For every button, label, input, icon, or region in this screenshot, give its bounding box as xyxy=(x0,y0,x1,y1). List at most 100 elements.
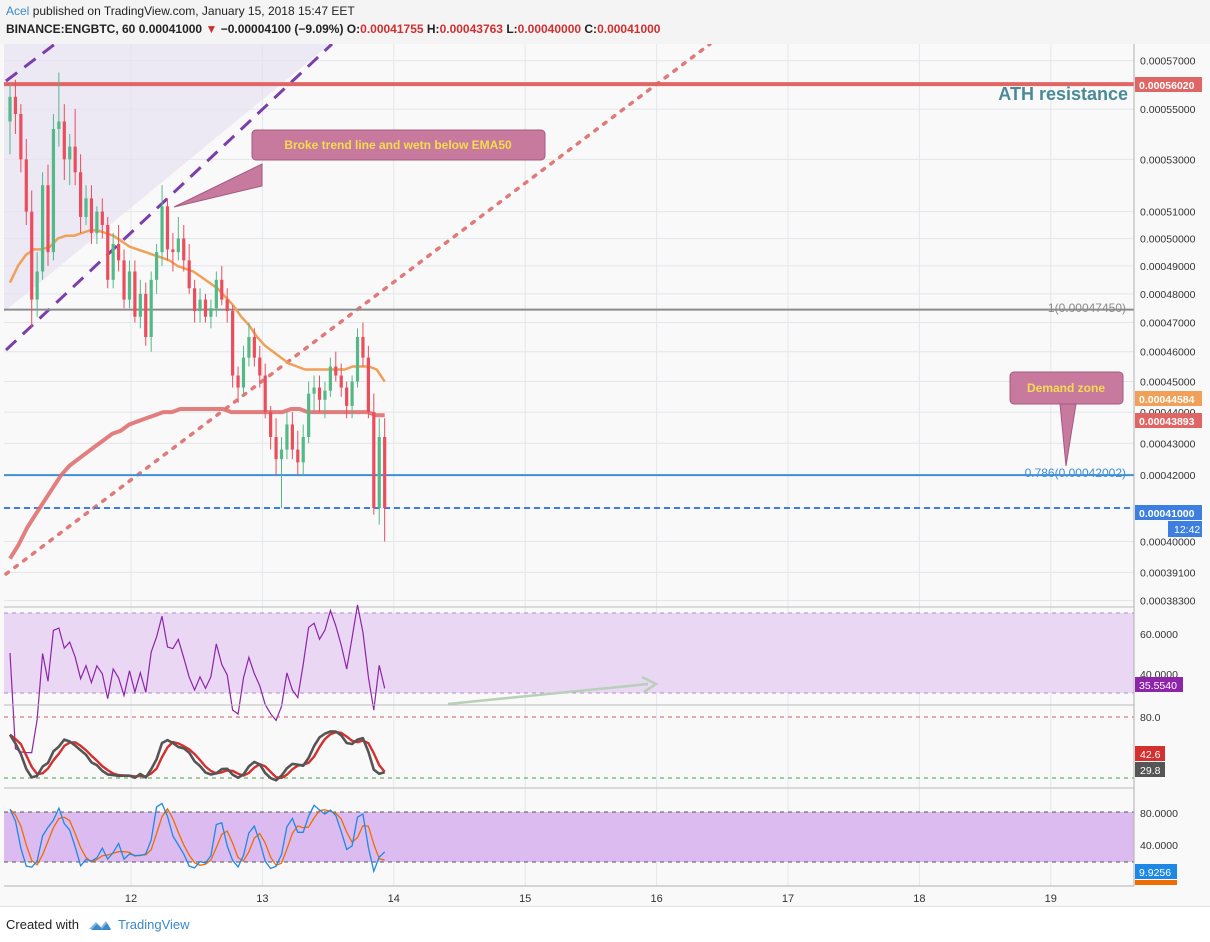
candle xyxy=(182,224,186,272)
demand-zone-text: Demand zone xyxy=(1027,381,1105,395)
rsi-band xyxy=(4,613,1134,693)
time-tick-label: 12 xyxy=(125,893,137,905)
candle xyxy=(100,198,104,239)
ema200-line xyxy=(8,407,385,560)
candle xyxy=(350,375,354,419)
author-link[interactable]: Acel xyxy=(6,4,30,18)
svg-text:0.00044584: 0.00044584 xyxy=(1139,394,1195,406)
stoch-axis-80: 80.0 xyxy=(1140,712,1161,724)
rsi-axis-60: 60.0000 xyxy=(1140,629,1178,641)
ema50-line xyxy=(8,229,386,383)
footer: Created with TradingView xyxy=(0,906,1210,942)
candle xyxy=(198,288,202,323)
svg-text:29.8: 29.8 xyxy=(1140,765,1161,777)
publish-info: Acel published on TradingView.com, Janua… xyxy=(6,4,355,18)
rsi-line xyxy=(9,604,386,754)
open-value: 0.00041755 xyxy=(360,22,424,36)
stoch-d-last-label: 42.6 xyxy=(1135,746,1165,761)
high-label: H: xyxy=(426,22,440,36)
price-tick-label: 0.00051000 xyxy=(1140,207,1196,219)
candle xyxy=(13,79,18,134)
candle xyxy=(296,430,300,476)
candle xyxy=(383,418,387,542)
stochrsi-k-line xyxy=(9,802,386,874)
close-value: 0.00041000 xyxy=(597,22,661,36)
fib-1-label: 1(0.00047450) xyxy=(1048,301,1126,315)
candle xyxy=(127,260,132,309)
candle xyxy=(155,243,159,294)
price-tick-label: 0.00048000 xyxy=(1140,289,1196,301)
candle xyxy=(133,260,137,323)
candle xyxy=(372,393,376,515)
demand-zone-callout[interactable]: Demand zone xyxy=(1009,371,1124,467)
down-arrow-icon: ▼ xyxy=(205,22,218,36)
price-tick-label: 0.00053000 xyxy=(1140,154,1196,166)
candle xyxy=(111,233,115,289)
candle xyxy=(377,418,381,525)
candle xyxy=(40,172,45,280)
low-label: L: xyxy=(506,22,518,36)
candle xyxy=(307,381,311,444)
channel-lower-line xyxy=(4,44,334,352)
chart-header: Acel published on TradingView.com, Janua… xyxy=(0,0,1210,44)
candle xyxy=(290,412,294,460)
svg-text:9.9256: 9.9256 xyxy=(1139,867,1171,879)
price-label-resistance: 0.00056020 xyxy=(1135,77,1202,92)
candle xyxy=(258,345,262,388)
candle xyxy=(269,405,273,450)
rsi-divergence-arrow xyxy=(447,682,649,706)
candle xyxy=(95,206,99,244)
svg-text:42.6: 42.6 xyxy=(1140,749,1161,761)
candle xyxy=(339,363,343,397)
low-value: 0.00040000 xyxy=(517,22,582,36)
high-value: 0.00043763 xyxy=(439,22,503,36)
candle xyxy=(106,216,110,289)
stochrsi-last-label: 9.9256 xyxy=(1135,864,1177,879)
candle xyxy=(231,305,235,388)
arrow-head-icon xyxy=(641,675,659,694)
time-tick-label: 16 xyxy=(650,893,662,905)
time-tick-label: 18 xyxy=(913,893,925,905)
candle xyxy=(214,271,218,317)
candle xyxy=(203,293,208,323)
candle xyxy=(144,282,148,346)
candle xyxy=(355,328,360,388)
price-tick-label: 0.00055000 xyxy=(1140,104,1196,116)
stoch-k-line xyxy=(8,730,386,782)
time-axis[interactable]: 12 13 14 15 16 17 18 19 xyxy=(125,893,1057,905)
grid xyxy=(4,44,1134,886)
candle xyxy=(68,133,72,186)
candle xyxy=(8,84,12,155)
price-tick-label: 0.00043000 xyxy=(1140,438,1196,450)
stochrsi-axis-40: 40.0000 xyxy=(1140,840,1178,852)
candle xyxy=(263,363,267,419)
candle xyxy=(117,224,121,272)
candle xyxy=(345,381,349,419)
time-tick-label: 14 xyxy=(388,893,400,905)
tradingview-link[interactable]: TradingView xyxy=(118,917,190,932)
candle xyxy=(366,345,370,419)
candles xyxy=(8,72,387,542)
time-tick-label: 13 xyxy=(256,893,268,905)
price-chart[interactable]: ATH resistance 1(0.00047450) 0.786(0.000… xyxy=(0,44,1210,906)
tradingview-logo-icon[interactable] xyxy=(88,918,112,932)
candle xyxy=(279,436,284,508)
candle xyxy=(35,252,39,317)
publish-text: published on TradingView.com, January 15… xyxy=(32,4,355,18)
svg-text:0.00056020: 0.00056020 xyxy=(1139,80,1195,92)
broke-trend-callout[interactable]: Broke trend line and wetn below EMA50 xyxy=(173,129,546,208)
candle xyxy=(57,72,61,147)
time-tick-label: 15 xyxy=(519,893,531,905)
candle xyxy=(122,249,126,309)
price-tick-label: 0.00045000 xyxy=(1140,377,1196,389)
candle xyxy=(241,345,246,397)
candle xyxy=(220,265,224,306)
candle xyxy=(62,104,66,181)
candle xyxy=(73,109,77,186)
candle xyxy=(84,185,88,225)
price-tick-label: 0.00046000 xyxy=(1140,347,1196,359)
price-label-ema50: 0.00044584 xyxy=(1135,391,1202,406)
channel-fill xyxy=(4,44,330,312)
price-tick-label: 0.00050000 xyxy=(1140,233,1196,245)
candle xyxy=(193,279,197,323)
